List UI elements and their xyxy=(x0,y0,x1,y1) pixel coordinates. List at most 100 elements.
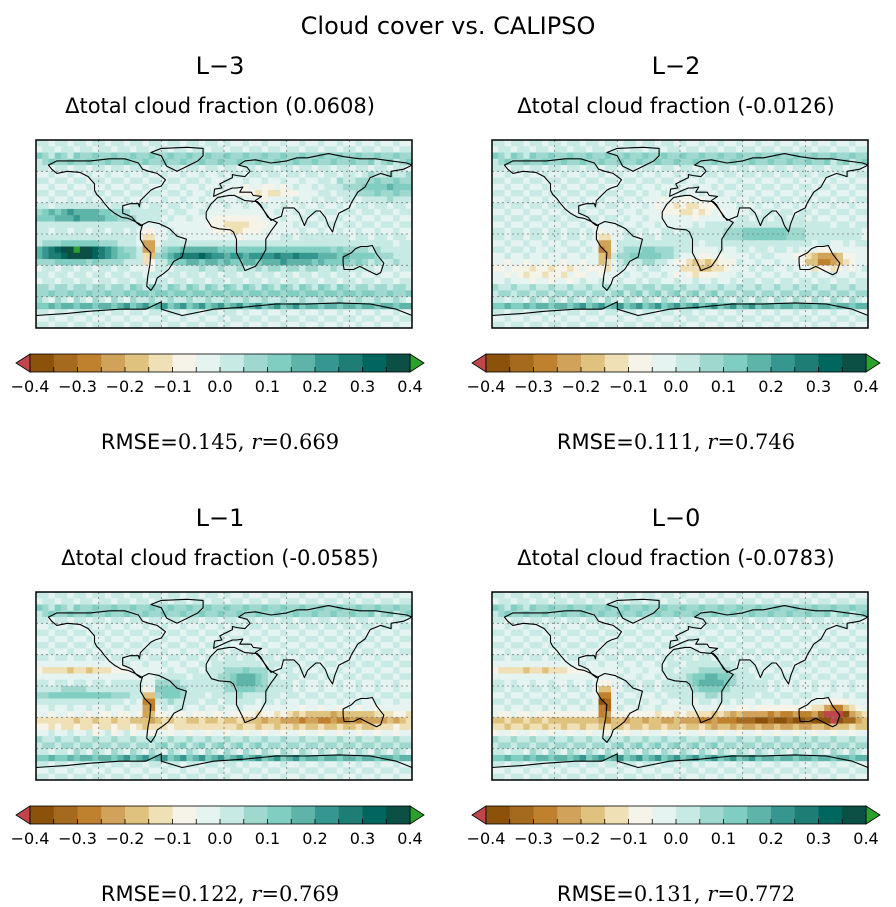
heatmap-cell xyxy=(67,221,74,229)
heatmap-cell xyxy=(61,654,68,662)
heatmap-cell xyxy=(198,617,206,624)
heatmap-cell xyxy=(79,290,87,298)
heatmap-cell xyxy=(586,284,593,291)
heatmap-cell xyxy=(67,215,74,222)
heatmap-cell xyxy=(799,152,806,160)
heatmap-cell xyxy=(261,265,269,272)
heatmap-cell xyxy=(349,290,356,298)
heatmap-cell xyxy=(286,673,294,681)
heatmap-cell xyxy=(492,202,499,210)
heatmap-cell xyxy=(211,629,219,637)
heatmap-cell xyxy=(761,158,769,166)
heatmap-cell xyxy=(79,183,87,191)
heatmap-cell xyxy=(230,165,237,172)
heatmap-cell xyxy=(761,177,769,185)
heatmap-cell xyxy=(535,259,543,266)
heatmap-cell xyxy=(167,315,175,323)
heatmap-cell xyxy=(73,302,81,310)
heatmap-cell xyxy=(180,592,187,599)
heatmap-cell xyxy=(399,592,407,599)
heatmap-cell xyxy=(242,234,250,241)
heatmap-cell xyxy=(236,598,244,605)
heatmap-cell xyxy=(560,196,568,204)
heatmap-cell xyxy=(861,221,868,229)
heatmap-cell xyxy=(393,252,400,260)
heatmap-cell xyxy=(111,679,118,687)
heatmap-cell xyxy=(61,692,68,699)
heatmap-cell xyxy=(361,146,369,153)
heatmap-cell xyxy=(824,177,831,185)
heatmap-cell xyxy=(186,227,194,235)
heatmap-cell xyxy=(299,635,306,643)
heatmap-cell xyxy=(642,221,650,229)
heatmap-cell xyxy=(86,592,93,599)
heatmap-cell xyxy=(355,140,363,147)
heatmap-cell xyxy=(36,246,43,254)
heatmap-cell xyxy=(104,246,112,254)
heatmap-cell xyxy=(648,234,656,241)
heatmap-cell xyxy=(755,290,762,298)
heatmap-cell xyxy=(286,265,294,272)
heatmap-cell xyxy=(355,686,363,693)
heatmap-cell xyxy=(604,246,612,254)
heatmap-cell xyxy=(736,171,744,178)
heatmap-cell xyxy=(648,290,656,298)
heatmap-cell xyxy=(849,208,856,216)
heatmap-cell xyxy=(673,215,681,222)
heatmap-cell xyxy=(336,252,344,260)
heatmap-cell xyxy=(142,704,150,712)
heatmap-cell xyxy=(173,177,181,185)
heatmap-cell xyxy=(311,296,319,304)
heatmap-cell xyxy=(560,265,568,272)
heatmap-cell xyxy=(711,234,718,241)
heatmap-cell xyxy=(736,234,744,241)
heatmap-cell xyxy=(586,234,593,241)
heatmap-cell xyxy=(98,284,106,291)
heatmap-cell xyxy=(805,265,812,272)
heatmap-cell xyxy=(548,252,556,260)
heatmap-cell xyxy=(242,215,250,222)
heatmap-cell xyxy=(698,271,706,279)
heatmap-cell xyxy=(123,642,131,649)
heatmap-cell xyxy=(705,140,712,147)
heatmap-cell xyxy=(230,158,237,166)
heatmap-cell xyxy=(811,315,819,323)
heatmap-cell xyxy=(842,321,850,328)
heatmap-cell xyxy=(330,667,338,674)
heatmap-cell xyxy=(604,158,612,166)
heatmap-cell xyxy=(123,660,131,668)
heatmap-cell xyxy=(192,321,200,328)
heatmap-cell xyxy=(224,673,231,681)
heatmap-cell xyxy=(217,296,225,304)
heatmap-cell xyxy=(286,271,294,279)
heatmap-cell xyxy=(586,190,593,197)
colorbar: −0.4 −0.3 −0.2 −0.1 0.0 0.1 0.2 0.3 0.4 xyxy=(467,353,881,396)
heatmap-cell xyxy=(173,698,181,706)
heatmap-cell xyxy=(305,234,313,241)
heatmap-cell xyxy=(767,296,775,304)
heatmap-cell xyxy=(330,648,338,656)
heatmap-cell xyxy=(386,259,394,266)
heatmap-cell xyxy=(786,177,794,185)
heatmap-cell xyxy=(54,309,62,316)
heatmap-cell xyxy=(274,140,281,147)
heatmap-cell xyxy=(542,140,549,147)
heatmap-cell xyxy=(305,221,313,229)
heatmap-cell xyxy=(61,309,68,316)
heatmap-cell xyxy=(492,177,499,185)
heatmap-cell xyxy=(242,259,250,266)
heatmap-cell xyxy=(336,648,344,656)
heatmap-cell xyxy=(686,296,693,304)
heatmap-cell xyxy=(361,592,369,599)
heatmap-cell xyxy=(598,259,606,266)
heatmap-cell xyxy=(748,196,756,204)
heatmap-cell xyxy=(343,321,350,328)
heatmap-cell xyxy=(380,604,388,612)
heatmap-cell xyxy=(748,265,756,272)
heatmap-cell xyxy=(192,140,200,147)
heatmap-cell xyxy=(629,208,637,216)
heatmap-cell xyxy=(836,183,844,191)
heatmap-cell xyxy=(73,265,81,272)
heatmap-cell xyxy=(211,246,219,254)
heatmap-cell xyxy=(136,227,143,235)
